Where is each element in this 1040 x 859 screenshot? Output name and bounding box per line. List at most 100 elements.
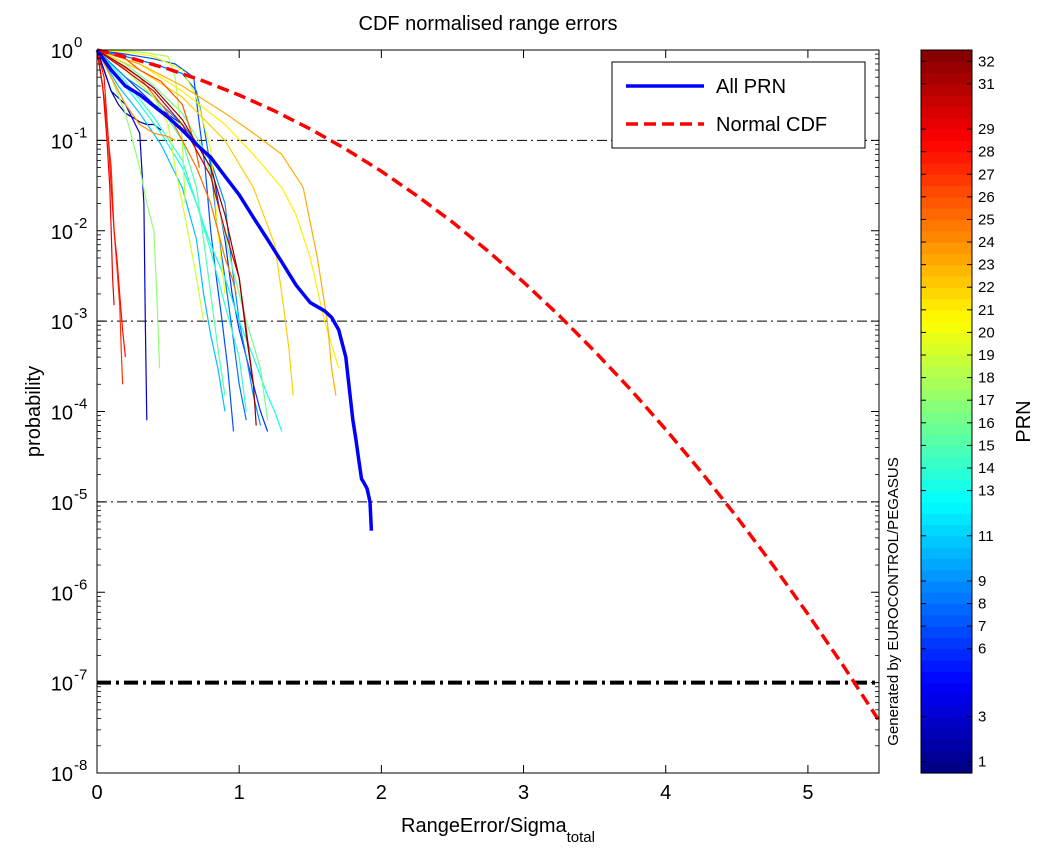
y-tick-label: 10 (51, 764, 73, 786)
series-line-prn-3 (96, 49, 148, 421)
legend-item-label: All PRN (716, 76, 786, 98)
colorbar-band (921, 366, 972, 379)
colorbar-frame (920, 49, 973, 774)
colorbar-tick-label: 8 (978, 596, 986, 613)
colorbar-band (921, 501, 972, 514)
x-tick-label: 0 (91, 782, 102, 804)
colorbar-tick-label: 3 (978, 709, 986, 726)
colorbar-band (921, 275, 972, 288)
colorbar-tick-label: 27 (978, 166, 995, 183)
colorbar-band (921, 727, 972, 740)
y-tick-label: 10 (51, 312, 73, 334)
colorbar-tick-label: 9 (978, 573, 986, 590)
colorbar-tick-label: 21 (978, 302, 995, 319)
colorbar-tick-label: 7 (978, 618, 986, 635)
y-tick-exponent: -6 (74, 576, 87, 593)
colorbar-band (921, 140, 972, 153)
y-tick-exponent: -1 (74, 124, 87, 141)
x-tick-label: 5 (802, 782, 813, 804)
colorbar-tick-label: 13 (978, 483, 995, 500)
colorbar-band (921, 445, 972, 458)
colorbar-band (921, 174, 972, 187)
x-tick-label: 4 (660, 782, 671, 804)
colorbar-band (921, 761, 972, 774)
colorbar-band (921, 208, 972, 221)
series-line-prn-17 (96, 49, 161, 369)
legend-box (611, 61, 866, 149)
colorbar-band (921, 355, 972, 367)
series-line-prn-25 (96, 49, 237, 295)
series-line-prn-29 (96, 49, 115, 306)
series-line-prn-13 (96, 49, 283, 432)
y-tick-exponent: 0 (74, 34, 82, 51)
legend-item-label: Normal CDF (716, 114, 827, 136)
colorbar-band (921, 479, 972, 492)
colorbar-band (921, 332, 972, 345)
colorbar-tick-label: 19 (978, 347, 995, 364)
colorbar-band (921, 50, 972, 62)
x-axis-label-subscript: total (567, 829, 595, 846)
y-tick-label: 10 (51, 583, 73, 605)
colorbar-tick-label: 22 (978, 279, 995, 296)
colorbar-tick-label: 18 (978, 370, 995, 387)
x-tick-label: 2 (376, 782, 387, 804)
x-axis-label-main: RangeError/Sigma (401, 815, 568, 837)
colorbar-band (921, 739, 972, 752)
series-line-prn-24 (96, 49, 176, 141)
colorbar-band (921, 592, 972, 605)
colorbar-band (921, 400, 972, 413)
x-axis-label: RangeError/Sigmatotal (401, 815, 595, 846)
colorbar-tick-label: 24 (978, 234, 995, 251)
colorbar-band (921, 151, 972, 164)
y-tick-exponent: -7 (74, 667, 87, 684)
colorbar-tick-label: 25 (978, 211, 995, 228)
colorbar-band (921, 603, 972, 616)
colorbar-band (921, 671, 972, 684)
colorbar-band (921, 660, 972, 672)
colorbar-band (921, 467, 972, 480)
colorbar-band (921, 558, 972, 571)
x-tick-label: 1 (234, 782, 245, 804)
colorbar-band (921, 716, 972, 729)
colorbar-label: PRN (1013, 400, 1035, 442)
watermark: Generated by EUROCONTROL/PEGASUS (885, 457, 902, 745)
series-line-prn-20 (96, 49, 226, 294)
colorbar-band (921, 117, 972, 130)
colorbar-tick-label: 15 (978, 437, 995, 454)
colorbar-band (921, 242, 972, 254)
colorbar-band (921, 648, 972, 661)
colorbar-band (921, 95, 972, 108)
colorbar-band (921, 309, 972, 322)
colorbar-tick-label: 11 (978, 528, 994, 545)
colorbar-band (921, 72, 972, 85)
colorbar-band (921, 524, 972, 537)
colorbar-band (921, 535, 972, 548)
colorbar-band (921, 162, 972, 175)
series-line-prn-8 (96, 49, 247, 421)
colorbar-band (921, 490, 972, 503)
series-line-prn-9 (96, 49, 262, 426)
series-line-prn-22 (96, 49, 294, 396)
y-tick-label: 10 (51, 222, 73, 244)
y-axis-label: probability (23, 366, 45, 457)
colorbar-band (921, 693, 972, 706)
colorbar-tick-label: 28 (978, 144, 995, 161)
colorbar-tick-label: 31 (978, 76, 995, 93)
colorbar-band (921, 61, 972, 74)
series-line-prn-32 (96, 49, 257, 426)
colorbar-band (921, 83, 972, 96)
series-line-all-prn (95, 48, 374, 531)
colorbar-band (921, 321, 972, 334)
colorbar-band (921, 287, 972, 300)
colorbar-band (921, 253, 972, 266)
colorbar-band (921, 569, 972, 582)
series-line-prn-28 (96, 49, 126, 358)
series-line-prn-11 (96, 49, 226, 412)
colorbar-tick-label: 26 (978, 189, 995, 206)
colorbar-band (921, 185, 972, 198)
colorbar-tick-label: 6 (978, 641, 986, 658)
colorbar-band (921, 219, 972, 232)
colorbar-band (921, 614, 972, 627)
colorbar-tick-label: 29 (978, 121, 995, 138)
